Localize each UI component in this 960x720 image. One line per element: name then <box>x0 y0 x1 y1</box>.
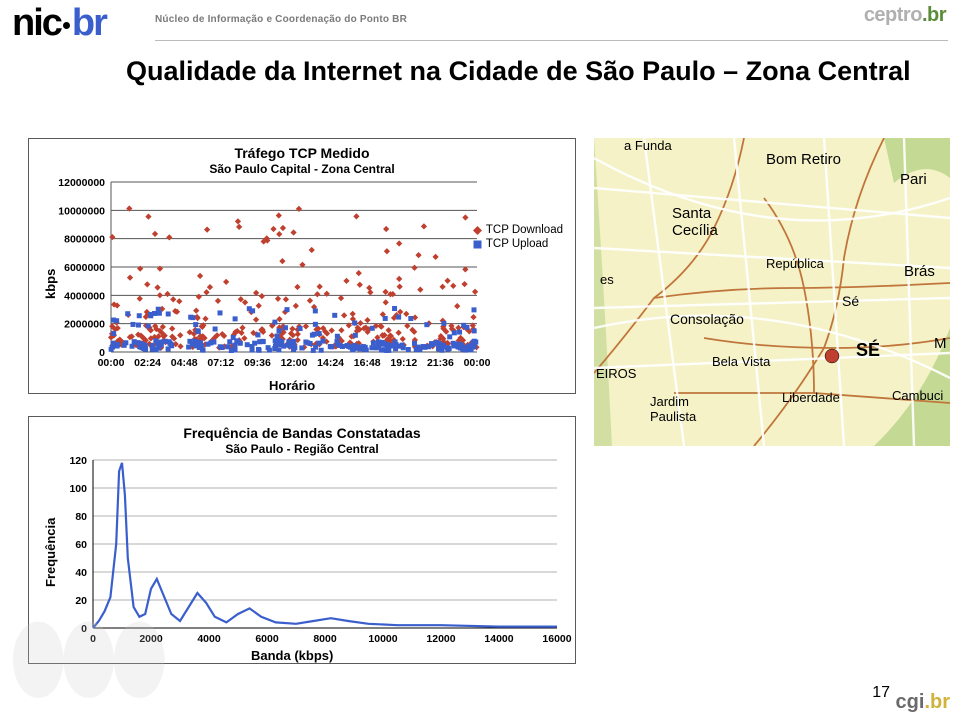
scatter-ylabel: kbps <box>43 269 58 299</box>
svg-text:00:00: 00:00 <box>98 357 125 369</box>
header-divider <box>155 40 948 41</box>
svg-text:Bela Vista: Bela Vista <box>712 354 771 369</box>
svg-text:Paulista: Paulista <box>650 409 697 424</box>
svg-text:Jardim: Jardim <box>650 394 689 409</box>
legend-upload-label: TCP Upload <box>486 238 548 250</box>
svg-text:80: 80 <box>75 511 87 523</box>
svg-text:12:00: 12:00 <box>281 357 308 369</box>
legend-download: TCP Download <box>473 224 563 236</box>
svg-text:Santa: Santa <box>672 205 712 222</box>
svg-text:2000000: 2000000 <box>64 318 105 330</box>
svg-text:M: M <box>934 335 947 352</box>
watermark: ⬮⬮⬮ <box>10 608 162 712</box>
svg-text:Cecília: Cecília <box>672 222 719 239</box>
svg-text:12000000: 12000000 <box>58 177 105 189</box>
freq-xlabel: Banda (kbps) <box>251 648 333 663</box>
page-number: 17 <box>872 684 890 702</box>
svg-text:16:48: 16:48 <box>354 357 381 369</box>
svg-text:Cambuci: Cambuci <box>892 388 943 403</box>
svg-text:República: República <box>766 256 825 271</box>
svg-text:8000: 8000 <box>313 633 337 645</box>
logo-nic-text: nic <box>12 2 61 44</box>
freq-title: Frequência de Bandas Constatadas <box>29 417 575 442</box>
svg-text:16000: 16000 <box>542 633 571 645</box>
scatter-plot-area: 0200000040000006000000800000010000000120… <box>29 176 577 392</box>
legend-upload: TCP Upload <box>473 238 563 250</box>
diamond-icon <box>473 226 482 235</box>
svg-text:Pari: Pari <box>900 171 927 188</box>
svg-text:21:36: 21:36 <box>427 357 454 369</box>
svg-text:6000000: 6000000 <box>64 262 105 274</box>
square-icon <box>473 240 482 249</box>
scatter-subtitle: São Paulo Capital - Zona Central <box>29 162 575 176</box>
cgi-text: cgi <box>896 691 925 713</box>
freq-ylabel: Frequência <box>43 518 58 587</box>
map-svg: a Funda Bom Retiro Pari SantaCecília Repúbli… <box>594 138 950 446</box>
svg-text:Liberdade: Liberdade <box>782 390 840 405</box>
svg-text:07:12: 07:12 <box>207 357 234 369</box>
svg-text:Consolação: Consolação <box>670 311 744 327</box>
svg-text:00:00: 00:00 <box>464 357 491 369</box>
scatter-xlabel: Horário <box>269 378 315 393</box>
svg-text:6000: 6000 <box>255 633 279 645</box>
logo-br-text: br <box>72 2 106 44</box>
svg-text:14:24: 14:24 <box>317 357 344 369</box>
map-region: a Funda Bom Retiro Pari SantaCecília Repúbli… <box>594 138 950 446</box>
freq-subtitle: São Paulo - Região Central <box>29 442 575 456</box>
svg-text:10000: 10000 <box>368 633 397 645</box>
svg-text:19:12: 19:12 <box>390 357 417 369</box>
svg-text:8000000: 8000000 <box>64 233 105 245</box>
svg-text:Bom Retiro: Bom Retiro <box>766 151 841 168</box>
ceptro-logo: ceptro.br <box>864 4 946 27</box>
svg-text:02:24: 02:24 <box>134 357 161 369</box>
logo-dot-icon <box>63 22 70 29</box>
header: nicbr Núcleo de Informação e Coordenação… <box>0 0 960 48</box>
svg-text:14000: 14000 <box>484 633 513 645</box>
cgi-br-text: .br <box>924 691 950 713</box>
scatter-legend: TCP Download TCP Upload <box>473 224 563 252</box>
svg-text:09:36: 09:36 <box>244 357 271 369</box>
scatter-title: Tráfego TCP Medido <box>29 139 575 162</box>
ceptro-text: ceptro <box>864 4 922 26</box>
svg-text:12000: 12000 <box>426 633 455 645</box>
svg-text:10000000: 10000000 <box>58 205 105 217</box>
svg-text:4000000: 4000000 <box>64 290 105 302</box>
cgi-logo: cgi.br <box>896 691 950 714</box>
svg-text:4000: 4000 <box>197 633 221 645</box>
svg-text:120: 120 <box>69 456 87 467</box>
svg-text:Sé: Sé <box>842 293 859 309</box>
header-subtitle: Núcleo de Informação e Coordenação do Po… <box>155 14 407 25</box>
svg-text:40: 40 <box>75 567 87 579</box>
svg-text:100: 100 <box>69 483 87 495</box>
svg-text:EIROS: EIROS <box>596 366 637 381</box>
legend-download-label: TCP Download <box>486 224 563 236</box>
svg-text:SÉ: SÉ <box>856 339 880 360</box>
svg-text:es: es <box>600 272 614 287</box>
svg-text:04:48: 04:48 <box>171 357 198 369</box>
scatter-chart: Tráfego TCP Medido São Paulo Capital - Z… <box>28 138 576 394</box>
ceptro-br-text: .br <box>922 4 946 26</box>
svg-text:a Funda: a Funda <box>624 138 672 153</box>
svg-text:Brás: Brás <box>904 263 935 280</box>
svg-text:60: 60 <box>75 539 87 551</box>
svg-text:20: 20 <box>75 595 87 607</box>
page-title: Qualidade da Internet na Cidade de São P… <box>126 55 940 89</box>
nicbr-logo: nicbr <box>12 2 106 45</box>
